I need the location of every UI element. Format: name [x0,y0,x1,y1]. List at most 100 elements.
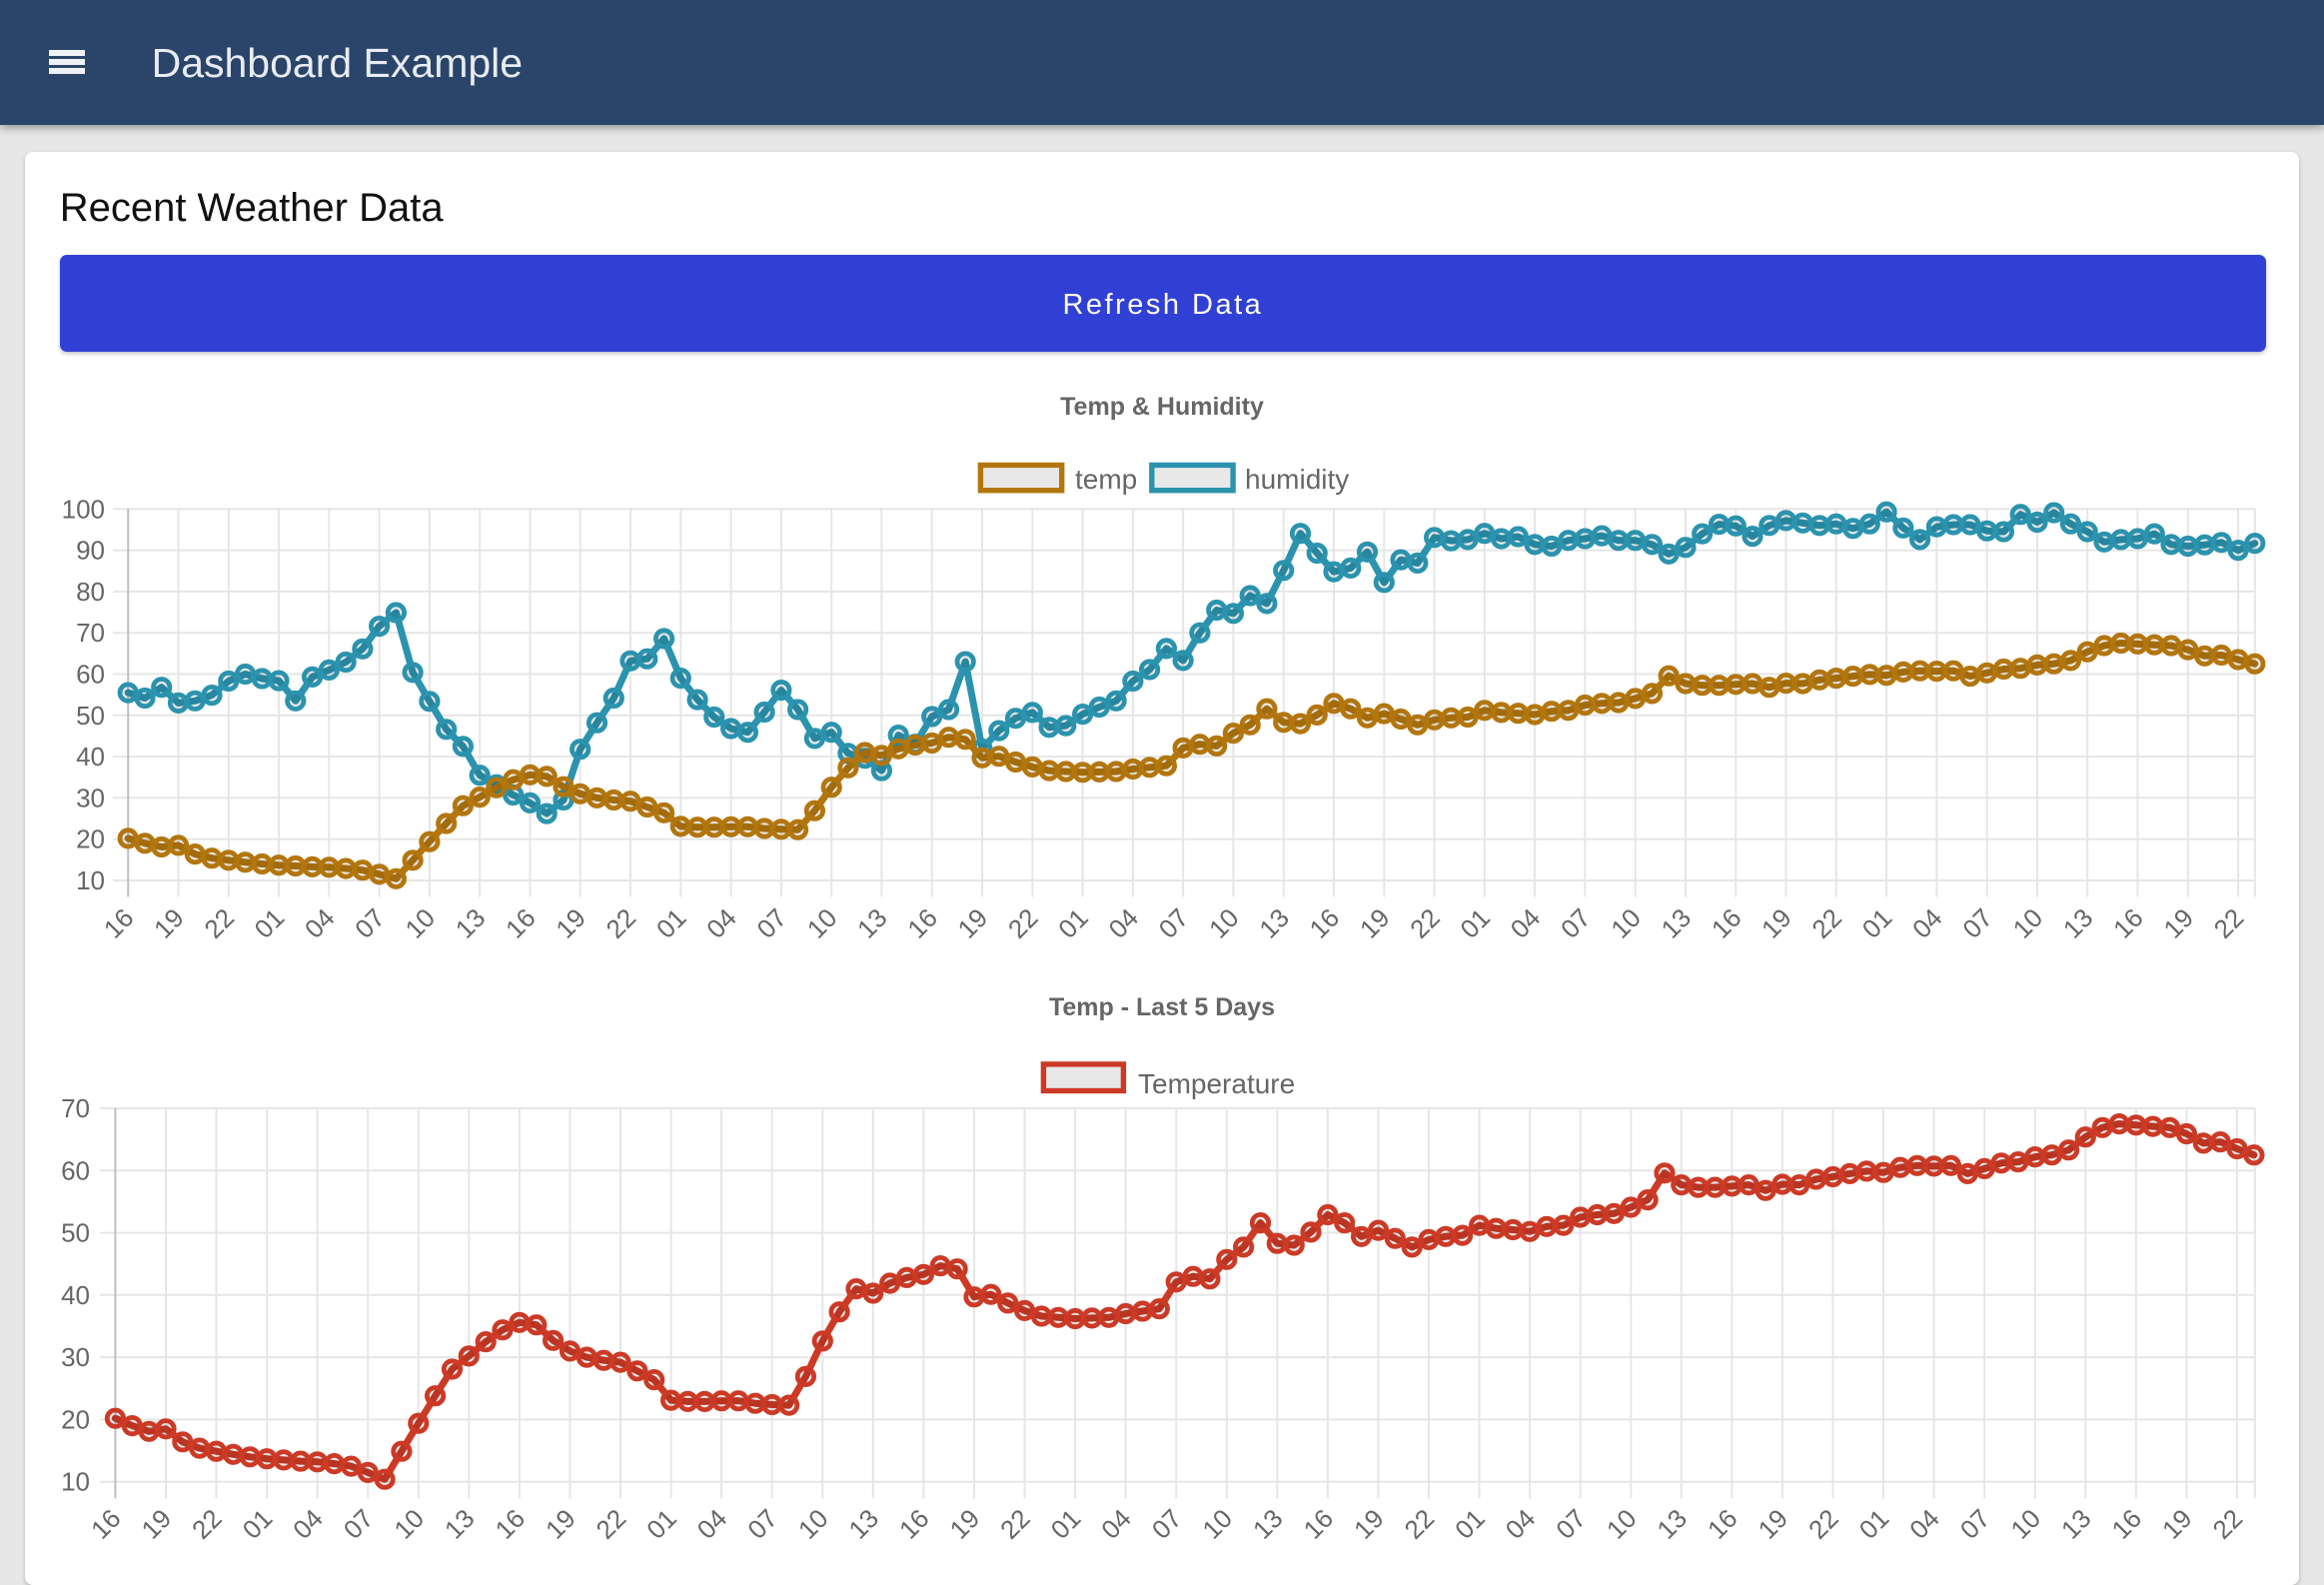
svg-text:60: 60 [76,660,105,690]
svg-text:10: 10 [801,902,843,944]
svg-text:01: 01 [640,1503,682,1545]
svg-text:04: 04 [1500,1503,1542,1545]
svg-text:13: 13 [842,1503,884,1545]
svg-text:19: 19 [1755,902,1797,944]
svg-text:07: 07 [1153,902,1195,944]
svg-text:07: 07 [338,1503,380,1545]
svg-text:50: 50 [76,701,105,731]
svg-text:16: 16 [1304,902,1346,944]
svg-text:60: 60 [61,1155,90,1185]
svg-text:70: 70 [76,618,105,648]
svg-text:04: 04 [299,902,341,944]
svg-text:22: 22 [994,1503,1036,1545]
svg-text:22: 22 [600,902,642,944]
svg-text:10: 10 [1196,1503,1238,1545]
svg-text:19: 19 [136,1503,178,1545]
svg-text:19: 19 [148,902,190,944]
svg-text:22: 22 [1002,902,1044,944]
svg-text:07: 07 [750,902,792,944]
svg-text:19: 19 [2156,1503,2198,1545]
svg-text:01: 01 [1853,1503,1895,1545]
svg-text:22: 22 [1802,1503,1844,1545]
svg-text:16: 16 [2107,902,2149,944]
svg-text:10: 10 [1601,1503,1643,1545]
svg-text:13: 13 [1656,902,1698,944]
svg-text:19: 19 [1348,1503,1390,1545]
svg-text:22: 22 [1399,1503,1441,1545]
svg-text:16: 16 [1702,1503,1743,1545]
svg-text:80: 80 [76,577,105,607]
svg-text:13: 13 [1247,1503,1289,1545]
svg-text:07: 07 [1555,902,1597,944]
svg-text:10: 10 [399,902,441,944]
svg-text:19: 19 [944,1503,986,1545]
svg-text:13: 13 [2055,1503,2097,1545]
svg-text:19: 19 [540,1503,581,1545]
svg-text:40: 40 [76,742,105,772]
svg-text:10: 10 [76,865,105,895]
svg-text:50: 50 [61,1218,90,1248]
svg-text:04: 04 [700,902,742,944]
svg-text:10: 10 [61,1467,90,1497]
svg-text:01: 01 [1856,902,1898,944]
svg-text:10: 10 [2004,1503,2046,1545]
svg-text:16: 16 [1297,1503,1339,1545]
svg-text:22: 22 [1805,902,1847,944]
svg-text:70: 70 [61,1093,90,1123]
svg-text:04: 04 [287,1503,329,1545]
svg-text:22: 22 [198,902,240,944]
svg-text:16: 16 [893,1503,935,1545]
svg-text:16: 16 [901,902,943,944]
svg-text:19: 19 [952,902,994,944]
svg-text:01: 01 [237,1503,279,1545]
svg-text:16: 16 [500,902,542,944]
svg-text:16: 16 [98,902,140,944]
svg-text:13: 13 [851,902,893,944]
svg-text:01: 01 [650,902,692,944]
svg-text:01: 01 [1045,1503,1087,1545]
svg-text:22: 22 [2207,1503,2249,1545]
svg-text:07: 07 [1550,1503,1592,1545]
svg-text:90: 90 [76,536,105,566]
svg-text:01: 01 [1052,902,1094,944]
svg-text:10: 10 [2007,902,2049,944]
svg-text:22: 22 [590,1503,632,1545]
svg-text:07: 07 [741,1503,783,1545]
svg-text:16: 16 [489,1503,531,1545]
svg-text:04: 04 [1903,1503,1945,1545]
svg-text:40: 40 [61,1280,90,1310]
svg-text:01: 01 [249,902,291,944]
svg-text:16: 16 [85,1503,127,1545]
svg-text:22: 22 [186,1503,228,1545]
svg-text:Temp & Humidity: Temp & Humidity [1060,393,1264,421]
svg-text:16: 16 [1706,902,1747,944]
svg-text:01: 01 [1454,902,1496,944]
svg-text:10: 10 [792,1503,834,1545]
svg-text:22: 22 [2208,902,2250,944]
svg-text:temp: temp [1075,464,1137,495]
svg-text:22: 22 [1404,902,1446,944]
svg-text:Temperature: Temperature [1138,1068,1295,1099]
svg-text:07: 07 [349,902,391,944]
svg-text:07: 07 [1956,902,1998,944]
svg-text:13: 13 [1253,902,1295,944]
svg-text:30: 30 [76,783,105,812]
svg-text:100: 100 [62,494,105,524]
svg-text:10: 10 [388,1503,430,1545]
svg-text:07: 07 [1954,1503,1996,1545]
svg-text:13: 13 [1651,1503,1693,1545]
svg-text:20: 20 [76,824,105,854]
svg-text:01: 01 [1449,1503,1491,1545]
svg-text:13: 13 [450,902,492,944]
svg-text:16: 16 [2105,1503,2147,1545]
svg-text:13: 13 [439,1503,481,1545]
svg-text:30: 30 [61,1342,90,1372]
svg-text:13: 13 [2057,902,2099,944]
svg-text:04: 04 [691,1503,733,1545]
svg-text:19: 19 [1354,902,1396,944]
svg-text:04: 04 [1906,902,1948,944]
svg-text:19: 19 [2157,902,2199,944]
svg-text:Temp - Last 5 Days: Temp - Last 5 Days [1049,993,1275,1021]
svg-text:10: 10 [1605,902,1647,944]
svg-text:19: 19 [550,902,591,944]
